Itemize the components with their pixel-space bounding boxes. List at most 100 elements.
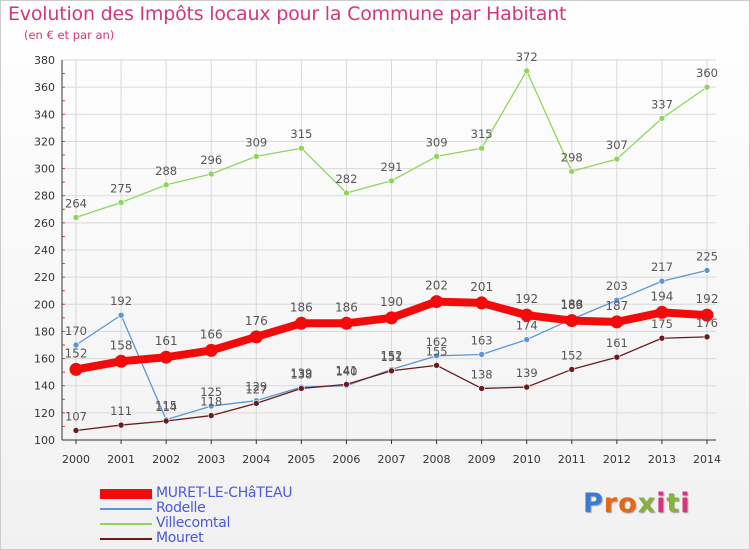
data-point-villecomtal	[523, 67, 531, 75]
data-label-muret-le-ch-teau: 187	[605, 299, 628, 313]
data-point-rodelle	[207, 402, 215, 410]
data-label-rodelle: 115	[155, 399, 177, 413]
y-tick-label: 220	[34, 271, 55, 284]
data-label-muret-le-ch-teau: 152	[65, 346, 88, 360]
logo-letter: r	[603, 488, 619, 519]
legend-swatch	[100, 538, 152, 540]
data-point-villecomtal	[433, 153, 440, 160]
data-point-muret-le-ch-teau	[610, 315, 624, 329]
y-tick-label: 280	[34, 190, 55, 203]
data-label-muret-le-ch-teau: 161	[155, 334, 178, 348]
data-label-villecomtal: 309	[245, 135, 267, 149]
data-label-muret-le-ch-teau: 202	[425, 279, 448, 293]
data-label-villecomtal: 288	[155, 164, 177, 178]
data-label-muret-le-ch-teau: 192	[696, 292, 719, 306]
legend: MURET-LE-CHâTEAU Rodelle Villecomtal Mouret	[100, 485, 360, 546]
data-label-muret-le-ch-teau: 176	[245, 314, 268, 328]
series-lines	[69, 67, 714, 434]
data-point-muret-le-ch-teau	[520, 308, 534, 322]
data-point-villecomtal	[72, 214, 80, 221]
data-label-muret-le-ch-teau: 166	[200, 327, 223, 341]
data-point-muret-le-ch-teau	[294, 316, 308, 330]
x-tick-label: 2000	[62, 453, 90, 466]
logo-letter: P	[583, 488, 604, 519]
logo-letter: i	[656, 488, 667, 519]
data-point-villecomtal	[613, 155, 621, 163]
data-label-mouret: 107	[65, 410, 87, 424]
data-point-villecomtal	[117, 199, 125, 206]
data-label-mouret: 118	[200, 395, 222, 409]
y-tick-label: 240	[34, 244, 55, 257]
data-label-mouret: 176	[696, 316, 718, 330]
data-label-muret-le-ch-teau: 201	[470, 280, 493, 294]
legend-item: MURET-LE-CHâTEAU	[100, 485, 360, 501]
data-point-rodelle	[658, 277, 666, 285]
data-label-muret-le-ch-teau: 188	[560, 298, 583, 312]
data-point-villecomtal	[343, 189, 350, 197]
x-tick-label: 2003	[197, 453, 225, 466]
y-tick-label: 100	[34, 434, 55, 447]
data-point-mouret	[523, 383, 531, 391]
data-label-rodelle: 162	[426, 335, 448, 349]
data-label-villecomtal: 360	[696, 66, 718, 80]
legend-label: Rodelle	[156, 500, 206, 516]
legend-swatch	[100, 523, 152, 525]
data-label-villecomtal: 307	[606, 138, 628, 152]
data-label-mouret: 138	[290, 367, 312, 381]
y-tick-label: 380	[34, 54, 55, 67]
data-point-muret-le-ch-teau	[565, 314, 579, 328]
data-point-muret-le-ch-teau	[69, 362, 83, 376]
data-point-muret-le-ch-teau	[204, 343, 218, 357]
data-label-villecomtal: 315	[290, 127, 312, 141]
data-label-muret-le-ch-teau: 194	[650, 289, 673, 303]
data-label-rodelle: 152	[381, 348, 403, 362]
data-point-villecomtal	[703, 83, 711, 91]
data-point-villecomtal	[568, 167, 576, 175]
data-point-muret-le-ch-teau	[159, 350, 173, 364]
data-point-villecomtal	[207, 170, 215, 178]
chart-title: Evolution des Impôts locaux pour la Comm…	[8, 3, 567, 25]
data-label-mouret: 152	[561, 348, 583, 362]
data-point-mouret	[298, 385, 305, 392]
data-point-muret-le-ch-teau	[114, 354, 128, 368]
y-tick-label: 260	[34, 217, 55, 230]
x-tick-label: 2008	[423, 453, 451, 466]
data-label-villecomtal: 372	[516, 50, 538, 64]
data-point-mouret	[433, 362, 440, 369]
data-label-villecomtal: 264	[65, 196, 87, 210]
data-point-mouret	[252, 400, 260, 407]
data-point-villecomtal	[298, 144, 305, 152]
data-label-villecomtal: 282	[335, 172, 357, 186]
data-label-rodelle: 170	[65, 324, 87, 338]
data-labels: 264 275 288 296 309 315 282 291 309 315 372 298 307 3…	[65, 50, 719, 424]
data-point-rodelle	[478, 351, 485, 358]
data-point-mouret	[117, 421, 125, 429]
data-point-muret-le-ch-teau	[249, 330, 263, 344]
x-tick-label: 2004	[242, 453, 270, 466]
chart-subtitle: (en € et par an)	[24, 28, 115, 42]
x-tick-label: 2012	[603, 453, 631, 466]
data-label-villecomtal: 275	[110, 182, 132, 196]
data-point-rodelle	[72, 341, 80, 349]
data-label-rodelle: 174	[516, 319, 538, 333]
legend-item: Villecomtal	[100, 515, 360, 531]
data-label-muret-le-ch-teau: 192	[515, 292, 538, 306]
legend-label: MURET-LE-CHâTEAU	[156, 485, 293, 501]
data-label-rodelle: 125	[200, 385, 222, 399]
data-label-muret-le-ch-teau: 158	[110, 338, 133, 352]
data-point-villecomtal	[388, 177, 395, 185]
data-label-mouret: 151	[381, 350, 403, 364]
data-point-mouret	[162, 417, 170, 425]
data-point-rodelle	[703, 267, 711, 274]
data-point-rodelle	[613, 296, 621, 304]
legend-swatch	[100, 489, 152, 499]
y-tick-label: 300	[34, 163, 55, 176]
data-label-rodelle: 140	[335, 365, 357, 379]
y-tick-label: 140	[34, 380, 55, 393]
x-tick-label: 2006	[332, 453, 360, 466]
x-tick-label: 2001	[107, 453, 135, 466]
legend-swatch	[100, 508, 152, 510]
legend-label: Villecomtal	[156, 515, 231, 531]
